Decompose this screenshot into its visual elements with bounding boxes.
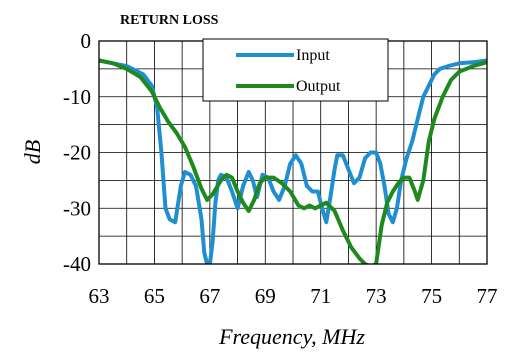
y-tick-labels: 0 -10 -20 -30 -40 xyxy=(63,29,91,276)
x-tick-label: 75 xyxy=(421,284,442,308)
y-tick-label: -20 xyxy=(63,141,91,165)
x-tick-label: 65 xyxy=(144,284,165,308)
series-line-output xyxy=(99,58,487,264)
x-axis-label: Frequency, MHz xyxy=(218,324,365,349)
chart-title: RETURN LOSS xyxy=(120,13,219,28)
x-tick-label: 71 xyxy=(310,284,331,308)
legend: Input Output xyxy=(202,38,389,102)
legend-box xyxy=(202,38,389,102)
y-tick-label: -40 xyxy=(63,252,91,276)
x-tick-label: 73 xyxy=(366,284,387,308)
x-tick-label: 63 xyxy=(89,284,110,308)
y-tick-label: -10 xyxy=(63,85,91,109)
series-layer xyxy=(99,58,487,264)
legend-label-output: Output xyxy=(296,78,341,95)
y-axis-label: dB xyxy=(20,140,45,164)
x-tick-label: 67 xyxy=(199,284,220,308)
x-tick-labels: 63 65 67 69 71 73 75 77 xyxy=(89,284,498,308)
legend-label-input: Input xyxy=(296,47,330,64)
y-tick-label: -30 xyxy=(63,196,91,220)
x-tick-label: 77 xyxy=(477,284,498,308)
series-line-input xyxy=(99,58,487,264)
x-tick-label: 69 xyxy=(255,284,276,308)
y-tick-label: 0 xyxy=(81,29,92,53)
